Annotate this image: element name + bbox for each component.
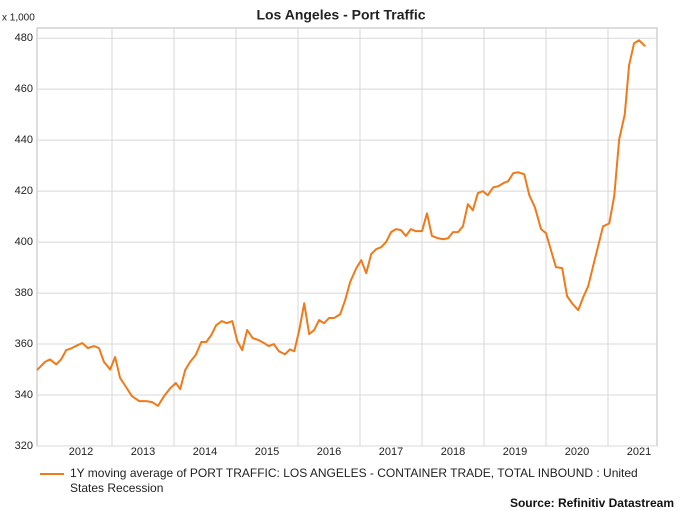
y-tick-label: 400: [15, 236, 33, 248]
x-tick-label: 2017: [379, 446, 403, 458]
x-tick-label: 2014: [193, 446, 217, 458]
legend-label: 1Y moving average of PORT TRAFFIC: LOS A…: [70, 466, 638, 495]
y-unit-label: x 1,000: [2, 13, 35, 24]
x-tick-label: 2020: [565, 446, 589, 458]
x-tick-label: 2013: [131, 446, 155, 458]
x-tick-label: 2015: [255, 446, 279, 458]
plot-area: [36, 27, 658, 447]
y-tick-label: 360: [15, 338, 33, 350]
y-tick-label: 380: [15, 287, 33, 299]
x-tick-label: 2012: [69, 446, 93, 458]
legend-swatch: [40, 473, 64, 475]
data-line: [36, 39, 646, 407]
source-note: Source: Refinitiv Datastream: [509, 496, 674, 510]
y-tick-label: 460: [15, 83, 33, 95]
y-tick-label: 440: [15, 134, 33, 146]
x-tick-label: 2019: [503, 446, 527, 458]
y-tick-label: 420: [15, 185, 33, 197]
y-tick-label: 480: [15, 32, 33, 44]
y-tick-label: 340: [15, 389, 33, 401]
chart: Los Angeles - Port Traffic x 1,000 320 34…: [2, 7, 658, 458]
x-tick-label: 2018: [441, 446, 465, 458]
x-tick-label: 2021: [627, 446, 651, 458]
chart-title: Los Angeles - Port Traffic: [256, 7, 425, 23]
x-tick-label: 2016: [317, 446, 341, 458]
legend: 1Y moving average of PORT TRAFFIC: LOS A…: [40, 466, 660, 496]
y-tick-label: 320: [15, 440, 33, 452]
